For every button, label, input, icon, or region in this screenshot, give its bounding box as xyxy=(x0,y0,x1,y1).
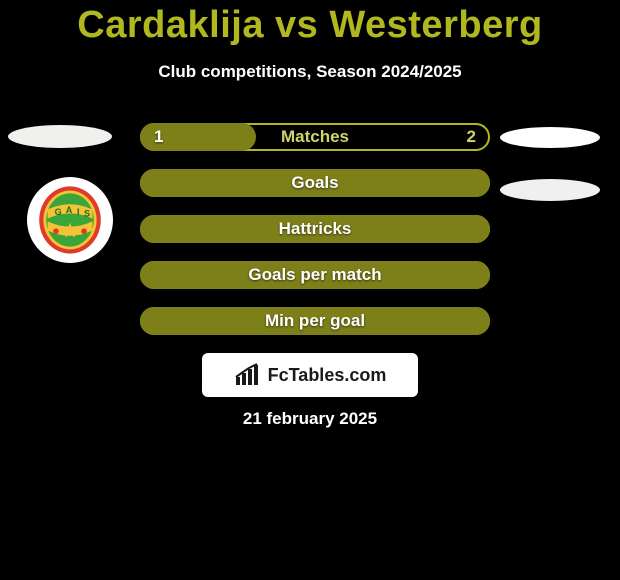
branding-badge: FcTables.com xyxy=(202,353,418,397)
branding-text: FcTables.com xyxy=(268,365,387,386)
stat-bar-label: Goals per match xyxy=(140,265,490,285)
stat-bar-label: Matches xyxy=(140,127,490,147)
svg-text:A: A xyxy=(66,205,73,215)
club-crest-icon: G A I S xyxy=(35,185,105,255)
page-title: Cardaklija vs Westerberg xyxy=(0,4,620,47)
stat-bar-label: Hattricks xyxy=(140,219,490,239)
side-ellipse xyxy=(500,127,600,148)
side-ellipse xyxy=(8,125,112,148)
stat-bar-row: Matches1 2 xyxy=(140,123,490,151)
stat-bar-label: Min per goal xyxy=(140,311,490,331)
subtitle: Club competitions, Season 2024/2025 xyxy=(0,62,620,82)
stat-bar-right-value: 2 xyxy=(467,127,476,147)
bars-icon xyxy=(234,363,262,387)
svg-text:I: I xyxy=(77,207,80,217)
svg-text:S: S xyxy=(84,209,90,219)
stat-bar-row: Min per goal xyxy=(140,307,490,335)
stat-bar-label: Goals xyxy=(140,173,490,193)
stat-bar-row: Hattricks xyxy=(140,215,490,243)
stat-bar-left-value: 1 xyxy=(154,127,163,147)
svg-text:G: G xyxy=(55,207,62,217)
date-label: 21 february 2025 xyxy=(0,409,620,429)
side-ellipse xyxy=(500,179,600,201)
club-badge: G A I S xyxy=(27,177,113,263)
stats-card: Cardaklija vs Westerberg Club competitio… xyxy=(0,0,620,580)
stat-bar-row: Goals per match xyxy=(140,261,490,289)
stat-bar-row: Goals xyxy=(140,169,490,197)
